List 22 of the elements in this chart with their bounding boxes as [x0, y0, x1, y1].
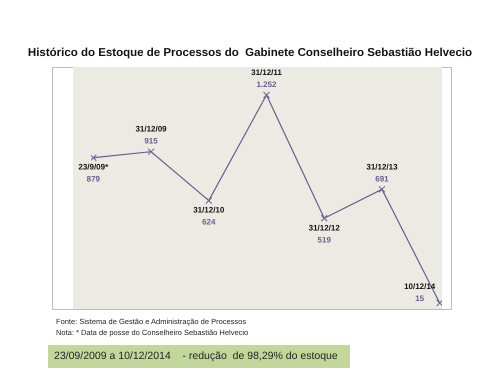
point [263, 92, 270, 98]
data-label: 15 [415, 294, 425, 303]
point [378, 186, 386, 193]
text: 23/09/2009 a 10/12/2014 - redução de 98,29% do estoque [48, 345, 350, 368]
data-label: 519 [318, 235, 332, 244]
x-tick-label: 31/12/10 [193, 206, 225, 215]
point [148, 148, 155, 156]
x-tick-label: 31/12/11 [251, 68, 282, 77]
x-tick-label: 23/9/09* [78, 162, 110, 172]
x-tick-label: 31/12/13 [366, 162, 398, 172]
x-tick-label: 31/12/09 [135, 124, 168, 134]
data-label: 691 [375, 174, 390, 184]
point [320, 214, 328, 222]
x-tick-label: 31/12/12 [308, 223, 340, 232]
data-label: 1.252 [256, 80, 278, 89]
data-label: 879 [86, 174, 101, 184]
chart-title: Histórico do Estoque de Processos do Gabinete Conselheiro Sebastião Helvecio [26, 47, 474, 59]
data-label: 915 [144, 136, 158, 146]
data-label: 624 [202, 218, 216, 227]
point [436, 300, 442, 306]
point [205, 197, 212, 204]
point [91, 154, 97, 162]
